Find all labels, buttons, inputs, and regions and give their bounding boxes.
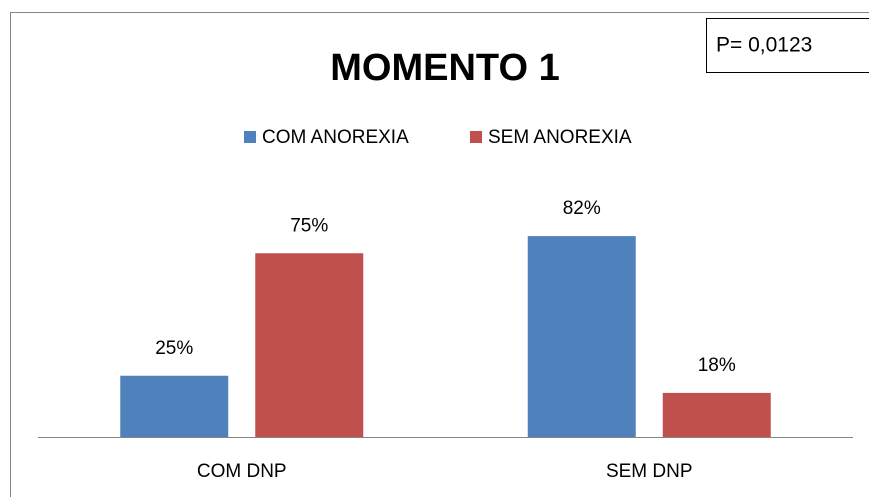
bar: [662, 392, 771, 437]
bar: [120, 375, 229, 437]
x-tick-label: SEM DNP: [606, 461, 693, 482]
legend-label: SEM ANOREXIA: [488, 127, 632, 148]
bar: [527, 236, 636, 437]
data-label: 82%: [563, 198, 601, 219]
data-label: 25%: [155, 338, 193, 359]
legend-swatch: [470, 131, 482, 143]
chart-title: MOMENTO 1: [330, 47, 559, 89]
data-label: 75%: [290, 215, 328, 236]
annotation: P= 0,0123: [716, 34, 812, 57]
legend-label: COM ANOREXIA: [262, 127, 409, 148]
x-tick-label: COM DNP: [197, 461, 287, 482]
legend-swatch: [244, 131, 256, 143]
bar: [255, 253, 364, 437]
data-label: 18%: [698, 355, 736, 376]
annotation-box: [706, 18, 869, 73]
